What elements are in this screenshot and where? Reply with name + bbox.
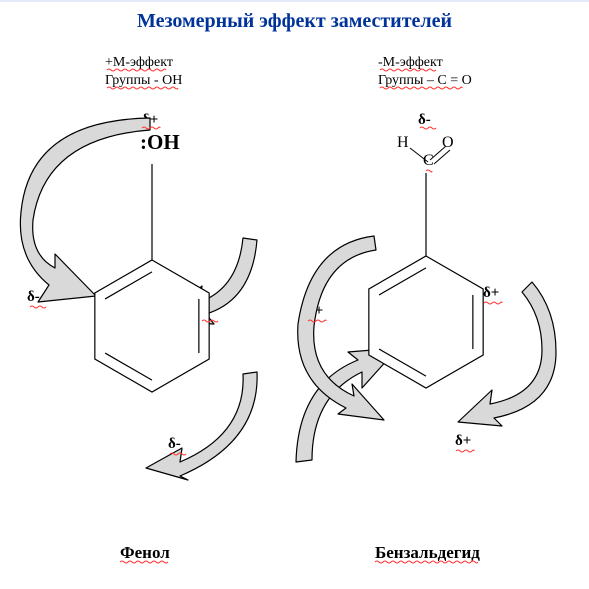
- diagram-canvas: [0, 0, 589, 589]
